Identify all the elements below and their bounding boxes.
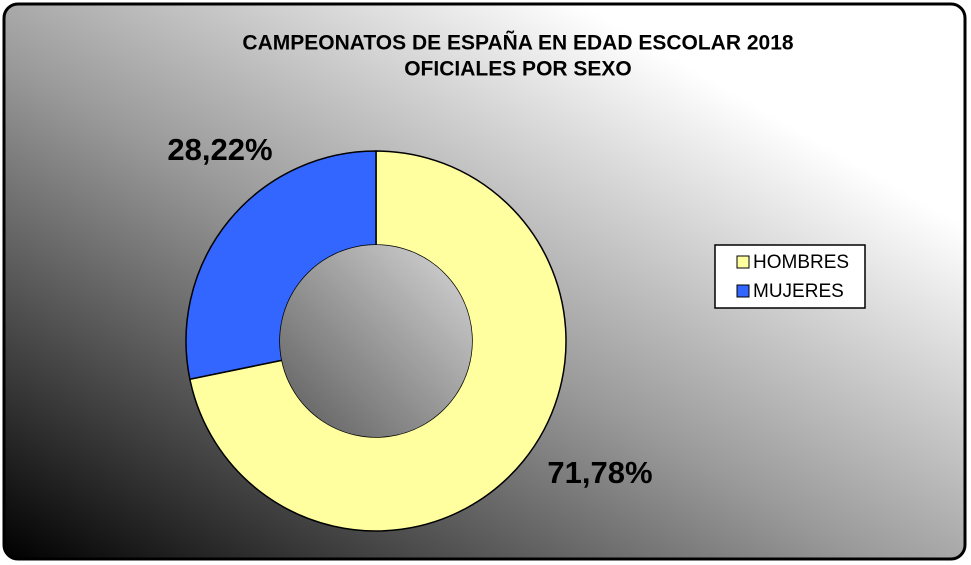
data-label: 28,22% <box>167 132 272 167</box>
data-label: 71,78% <box>547 455 652 490</box>
legend-swatch <box>736 255 750 269</box>
chart-title: CAMPEONATOS DE ESPAÑA EN EDAD ESCOLAR 20… <box>242 32 793 55</box>
legend-label: MUJERES <box>753 281 844 302</box>
donut-hole <box>280 245 472 437</box>
legend-label: HOMBRES <box>753 252 849 273</box>
legend-swatch <box>736 284 750 298</box>
chart-subtitle: OFICIALES POR SEXO <box>404 58 632 81</box>
